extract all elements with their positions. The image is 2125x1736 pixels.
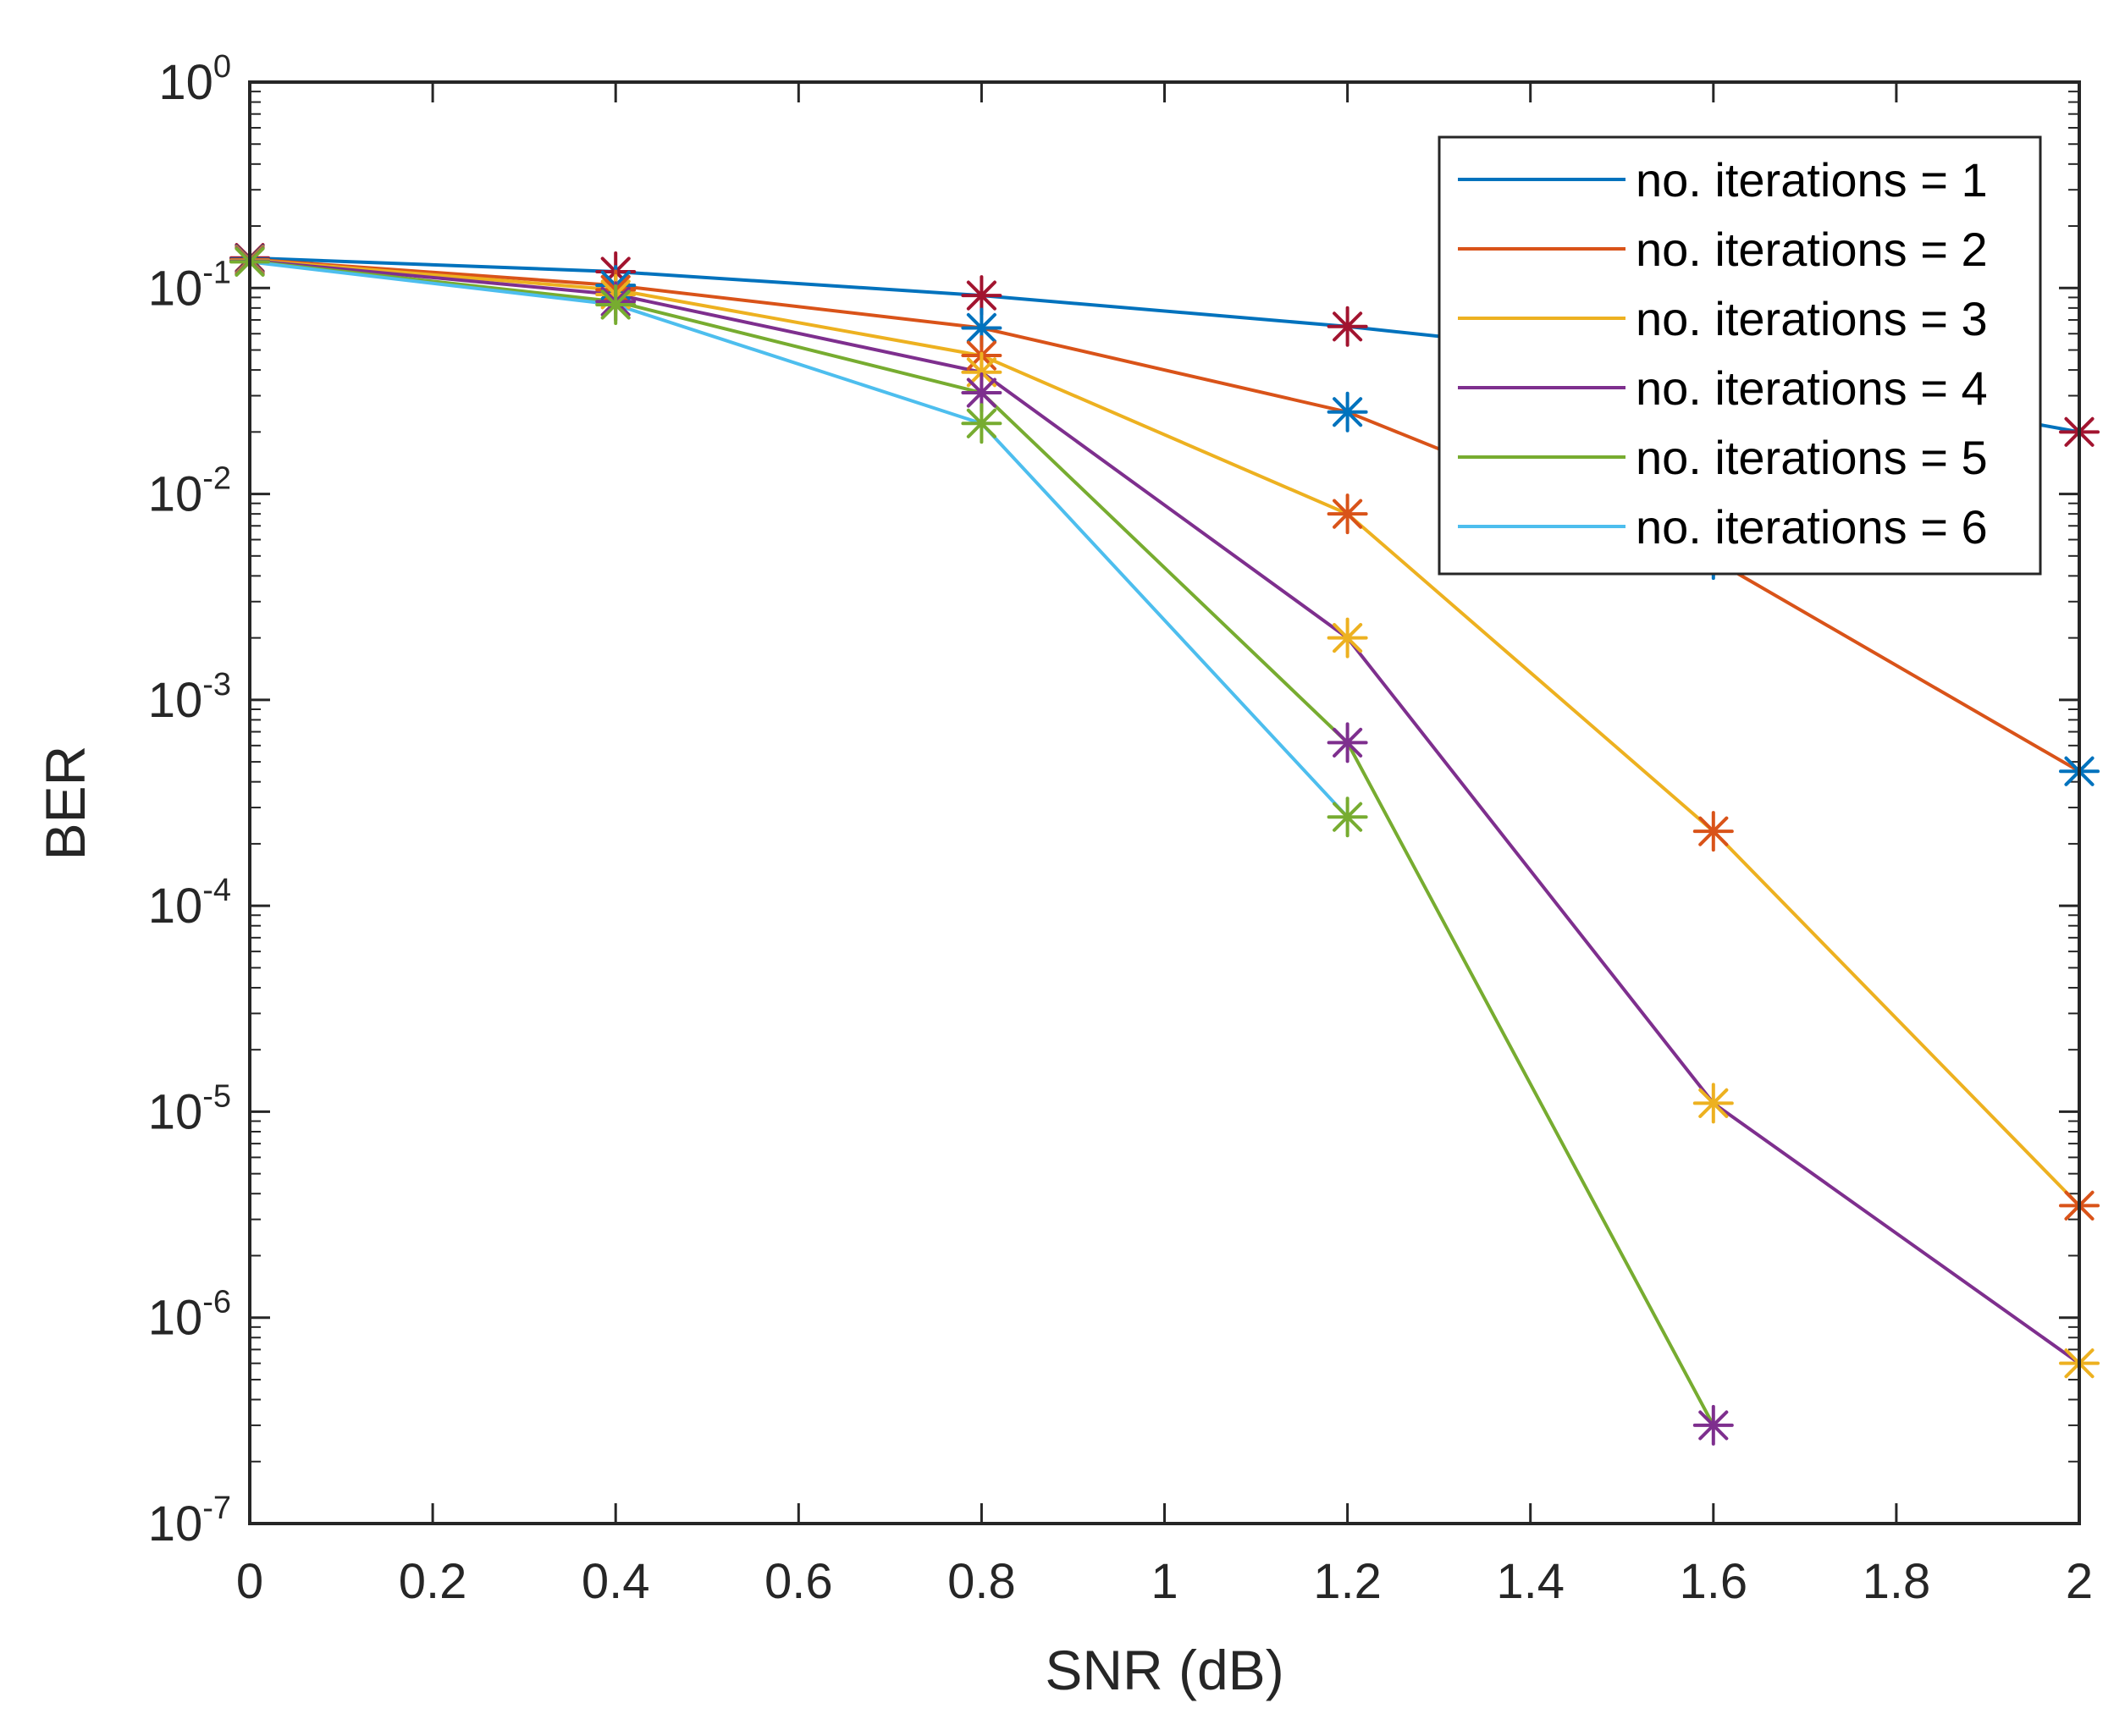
marker-series-5 <box>1692 1404 1734 1446</box>
legend-entry-2: no. iterations = 2 <box>1636 223 1988 276</box>
legend-entry-5: no. iterations = 5 <box>1636 431 1988 484</box>
x-tick-label: 1.4 <box>1496 1554 1565 1609</box>
y-tick-label: 10-5 <box>148 1078 231 1139</box>
y-tick-label: 10-7 <box>148 1491 231 1551</box>
x-tick-label: 0.6 <box>764 1554 833 1609</box>
y-tick-labels: 100 10-1 10-2 10-3 10-4 10-5 10-6 10-7 <box>148 49 231 1551</box>
x-tick-label: 0 <box>236 1554 263 1609</box>
series-line-2 <box>249 257 2081 773</box>
x-tick-label: 0.8 <box>947 1554 1016 1609</box>
plot-area-frame <box>248 80 2081 1525</box>
marker-series-6 <box>961 403 1002 444</box>
y-tick-label: 10-3 <box>148 667 231 728</box>
marker-series-4 <box>1692 1083 1734 1124</box>
marker-series-3 <box>1327 493 1368 535</box>
marker-series-1 <box>1327 306 1368 347</box>
x-axis-label: SNR (dB) <box>1045 1639 1283 1701</box>
legend-entry-4: no. iterations = 4 <box>1636 361 1988 415</box>
y-tick-label: 10-6 <box>148 1285 231 1346</box>
marker-series-6 <box>1327 796 1368 838</box>
legend-entry-1: no. iterations = 1 <box>1636 153 1988 207</box>
series-line-4 <box>249 258 2081 1365</box>
legend-box <box>1438 135 2042 576</box>
legend: no. iterations = 1 no. iterations = 2 no. … <box>1438 135 2042 576</box>
tick-marks <box>248 80 2081 1525</box>
y-tick-label: 10-4 <box>148 873 231 934</box>
series-line-6 <box>249 260 1350 818</box>
marker-series-6 <box>595 284 637 325</box>
x-tick-label: 0.4 <box>582 1554 650 1609</box>
x-tick-label: 2 <box>2066 1554 2093 1609</box>
x-tick-label: 0.2 <box>399 1554 467 1609</box>
legend-entry-3: no. iterations = 3 <box>1636 292 1988 345</box>
series-line-3 <box>249 258 2081 1207</box>
y-axis-label: BER <box>34 746 97 861</box>
marker-series-4 <box>1327 617 1368 659</box>
marker-series-2 <box>1327 391 1368 433</box>
x-tick-label: 1.2 <box>1313 1554 1382 1609</box>
x-tick-label: 1.8 <box>1863 1554 1931 1609</box>
y-tick-label: 10-1 <box>148 255 231 316</box>
y-tick-label: 100 <box>158 49 231 110</box>
x-tick-label: 1.6 <box>1679 1554 1747 1609</box>
marker-series-5 <box>1327 722 1368 763</box>
marker-series-2 <box>961 307 1002 349</box>
legend-entry-6: no. iterations = 6 <box>1636 500 1988 554</box>
marker-series-3 <box>1692 811 1734 852</box>
y-tick-label: 10-2 <box>148 461 231 522</box>
x-tick-label: 1 <box>1151 1554 1178 1609</box>
x-tick-labels: 0 0.2 0.4 0.6 0.8 1 1.2 1.4 1.6 1.8 2 <box>236 1554 2093 1609</box>
